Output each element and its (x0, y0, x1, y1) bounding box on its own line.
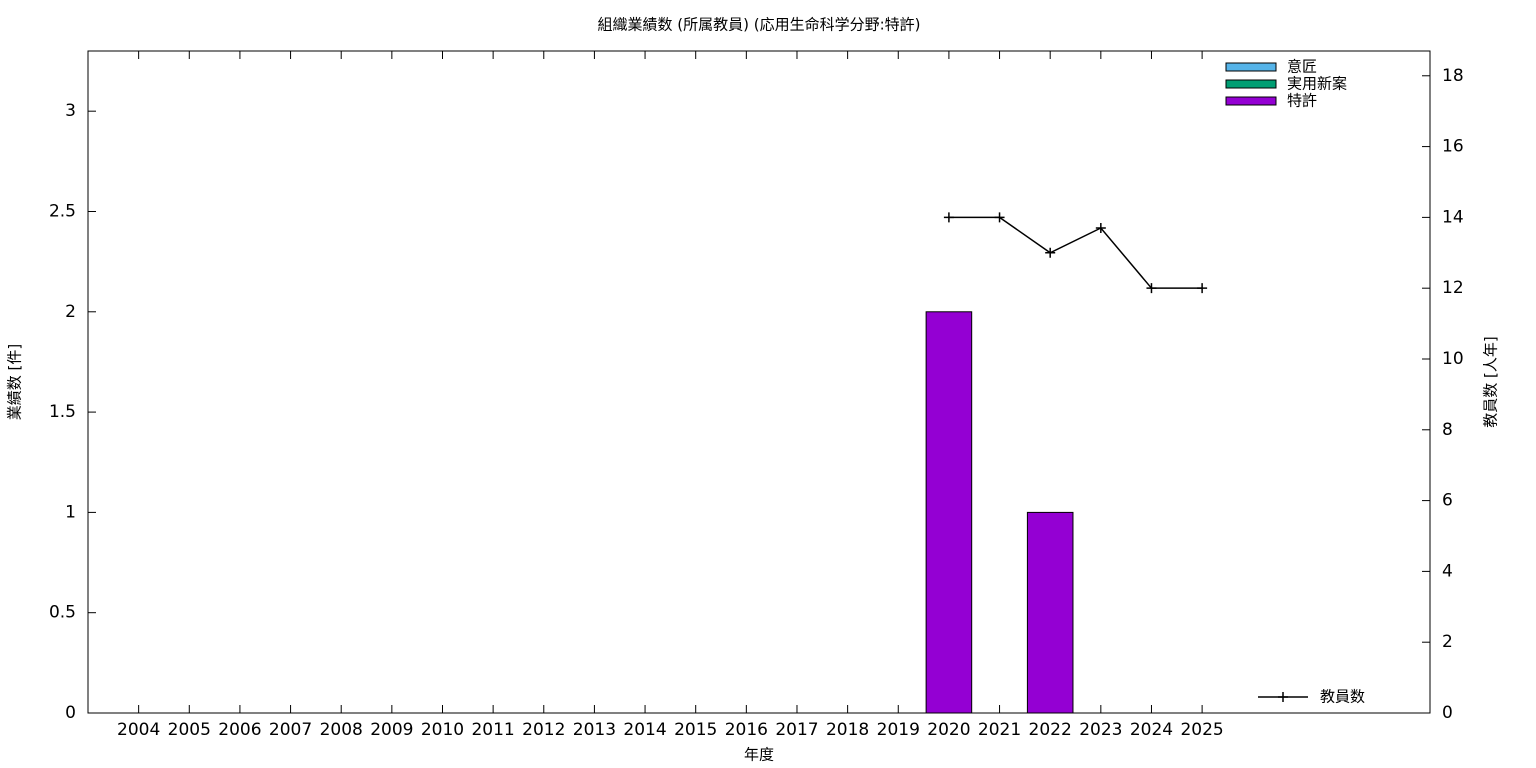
x-tick-label: 2011 (471, 720, 514, 740)
x-tick-label: 2013 (573, 720, 616, 740)
y2-tick-label: 0 (1442, 703, 1453, 723)
y2-tick-label: 10 (1442, 349, 1464, 369)
point-marker (994, 212, 1005, 223)
x-tick-label: 2008 (320, 720, 363, 740)
x-tick-label: 2022 (1029, 720, 1072, 740)
y2-axis-label: 教員数 [人年] (1482, 336, 1500, 427)
y-tick-label: 2 (65, 302, 76, 322)
legend-swatch (1225, 96, 1277, 106)
x-tick-label: 2017 (775, 720, 818, 740)
y2-tick-label: 12 (1442, 278, 1464, 298)
y-tick-label: 0.5 (49, 603, 76, 623)
y-tick-label: 1.5 (49, 402, 76, 422)
x-axis-label: 年度 (744, 746, 774, 764)
x-tick-label: 2018 (826, 720, 869, 740)
y2-tick-label: 18 (1442, 66, 1464, 86)
y-tick-label: 0 (65, 703, 76, 723)
x-tick-label: 2025 (1180, 720, 1223, 740)
legend-label: 意匠 (1287, 58, 1317, 76)
legend-label: 教員数 (1320, 688, 1365, 706)
x-tick-label: 2024 (1130, 720, 1173, 740)
x-tick-label: 2005 (168, 720, 211, 740)
point-marker (1146, 283, 1157, 294)
x-tick-label: 2020 (927, 720, 970, 740)
legend-label: 実用新案 (1287, 75, 1347, 93)
x-tick-label: 2004 (117, 720, 160, 740)
point-marker (943, 212, 954, 223)
y2-tick-label: 2 (1442, 632, 1453, 652)
chart-title: 組織業績数 (所属教員) (応用生命科学分野:特許) (597, 16, 920, 34)
y-tick-label: 3 (65, 101, 76, 121)
x-tick-label: 2010 (421, 720, 464, 740)
x-tick-label: 2007 (269, 720, 312, 740)
line (948, 216, 1203, 289)
y2-tick-label: 4 (1442, 561, 1453, 581)
bar (1026, 511, 1074, 714)
x-tick-label: 2009 (370, 720, 413, 740)
x-tick-label: 2021 (978, 720, 1021, 740)
x-tick-label: 2023 (1079, 720, 1122, 740)
y2-tick-label: 14 (1442, 207, 1464, 227)
x-tick-label: 2016 (725, 720, 768, 740)
y2-tick-label: 8 (1442, 420, 1453, 440)
point-marker (1045, 247, 1056, 258)
y-tick-label: 1 (65, 502, 76, 522)
legend-marker (1278, 692, 1288, 702)
x-tick-label: 2014 (623, 720, 666, 740)
legend-label: 特許 (1287, 92, 1317, 110)
y-tick-label: 2.5 (49, 201, 76, 221)
x-tick-label: 2012 (522, 720, 565, 740)
y-axis-label: 業績数 [件] (6, 344, 24, 420)
plot-frame (87, 50, 1431, 714)
point-marker (1095, 223, 1106, 234)
legend-swatch (1225, 62, 1277, 72)
point-marker (1197, 283, 1208, 294)
x-tick-label: 2015 (674, 720, 717, 740)
x-tick-label: 2019 (877, 720, 920, 740)
bar (925, 311, 973, 714)
legend-swatch (1225, 79, 1277, 89)
x-tick-label: 2006 (218, 720, 261, 740)
y2-tick-label: 16 (1442, 137, 1464, 157)
y2-tick-label: 6 (1442, 491, 1453, 511)
